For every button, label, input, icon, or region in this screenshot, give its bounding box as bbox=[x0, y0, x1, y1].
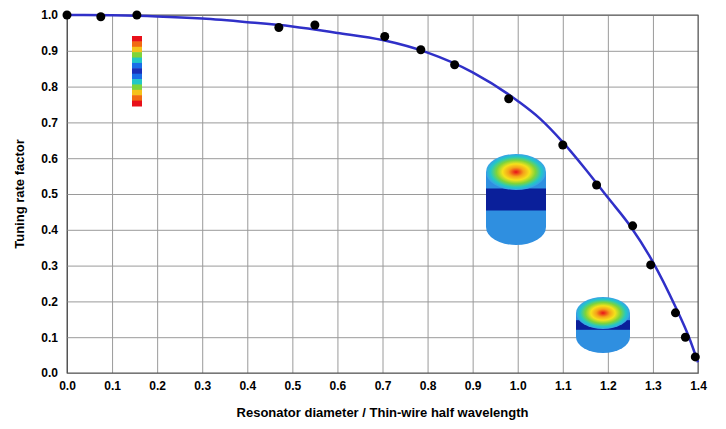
x-tick-label: 0.2 bbox=[149, 379, 166, 393]
y-tick: 0.5 bbox=[41, 187, 698, 201]
wire-stripe bbox=[132, 58, 142, 64]
x-tick-label: 1.3 bbox=[645, 379, 662, 393]
x-tick: 0.2 bbox=[149, 15, 166, 393]
plot-background bbox=[67, 15, 698, 373]
data-point bbox=[646, 260, 655, 269]
data-point bbox=[132, 11, 141, 20]
y-tick-label: 0.2 bbox=[41, 295, 58, 309]
data-point bbox=[274, 23, 283, 32]
x-tick-label: 0.8 bbox=[420, 379, 437, 393]
data-point bbox=[691, 352, 700, 361]
x-tick: 0.5 bbox=[285, 15, 302, 393]
y-axis: 0.0 0.1 0.2 0.3 0.4 0.5 0.6 0.7 0.8 0.9 1.0 bbox=[41, 8, 698, 380]
wire-stripe bbox=[132, 101, 142, 107]
y-grid-line bbox=[67, 230, 698, 231]
data-point bbox=[504, 94, 513, 103]
data-point bbox=[558, 140, 567, 149]
y-grid-line bbox=[67, 266, 698, 267]
y-tick: 0.7 bbox=[41, 116, 698, 130]
x-tick-label: 0.0 bbox=[59, 379, 76, 393]
y-grid-line bbox=[67, 51, 698, 52]
x-tick-label: 0.6 bbox=[330, 379, 347, 393]
wire-stripe bbox=[132, 74, 142, 80]
x-tick-label: 1.0 bbox=[510, 379, 527, 393]
data-point bbox=[628, 221, 637, 230]
wire-stripe bbox=[132, 47, 142, 53]
data-point bbox=[671, 308, 680, 317]
y-tick: 0.6 bbox=[41, 152, 698, 166]
x-tick-label: 1.1 bbox=[555, 379, 572, 393]
data-point bbox=[96, 12, 105, 21]
x-tick: 0.3 bbox=[194, 15, 211, 393]
y-tick-label: 0.7 bbox=[41, 116, 58, 130]
cylinder-top bbox=[486, 154, 546, 190]
x-tick: 1.4 bbox=[690, 15, 707, 393]
y-tick-label: 0.6 bbox=[41, 152, 58, 166]
plot: 0.0 0.1 0.2 0.3 0.4 0.5 0.6 0.7 0.8 0.9 1.0 1.1 1.2 1… bbox=[41, 8, 707, 392]
y-grid-line bbox=[67, 122, 698, 123]
wire-stripe bbox=[132, 52, 142, 58]
y-grid-line bbox=[67, 194, 698, 195]
y-axis-title: Tuning rate factor bbox=[12, 139, 27, 249]
data-point bbox=[450, 60, 459, 69]
y-tick: 0.4 bbox=[41, 223, 698, 237]
x-tick: 0.6 bbox=[330, 15, 347, 393]
resonator-cylinder bbox=[486, 154, 546, 245]
chart: 0.0 0.1 0.2 0.3 0.4 0.5 0.6 0.7 0.8 0.9 1.0 1.1 1.2 1… bbox=[0, 0, 726, 429]
x-tick-label: 0.7 bbox=[375, 379, 392, 393]
x-tick-label: 0.9 bbox=[465, 379, 482, 393]
x-tick: 1.1 bbox=[555, 15, 572, 393]
y-tick-label: 0.5 bbox=[41, 187, 58, 201]
x-tick-label: 0.1 bbox=[104, 379, 121, 393]
x-axis: 0.0 0.1 0.2 0.3 0.4 0.5 0.6 0.7 0.8 0.9 1.0 1.1 1.2 1… bbox=[59, 15, 707, 393]
y-tick: 0.3 bbox=[41, 259, 698, 273]
wire-stripe bbox=[132, 41, 142, 47]
wire-stripe bbox=[132, 84, 142, 90]
cylinder-top bbox=[576, 297, 630, 329]
wire-stripe bbox=[132, 36, 142, 42]
y-grid-line bbox=[67, 87, 698, 88]
data-point bbox=[310, 21, 319, 30]
wire-stripe bbox=[132, 95, 142, 101]
y-tick-label: 0.0 bbox=[41, 366, 58, 380]
data-layer bbox=[63, 11, 700, 363]
x-tick-label: 0.3 bbox=[194, 379, 211, 393]
y-tick-label: 0.9 bbox=[41, 44, 58, 58]
wire-stripe bbox=[132, 90, 142, 96]
cylinder-band bbox=[486, 189, 546, 211]
y-grid-line bbox=[67, 158, 698, 159]
y-tick-label: 0.1 bbox=[41, 331, 58, 345]
x-tick: 0.1 bbox=[104, 15, 121, 393]
data-point bbox=[592, 181, 601, 190]
x-tick: 1.3 bbox=[645, 15, 662, 393]
fit-curve bbox=[67, 15, 698, 362]
x-tick-label: 1.4 bbox=[690, 379, 707, 393]
resonator-insets bbox=[132, 36, 630, 353]
plot-frame bbox=[67, 15, 698, 373]
y-tick-label: 0.4 bbox=[41, 223, 58, 237]
wire-stripe bbox=[132, 79, 142, 85]
x-tick: 0.8 bbox=[420, 15, 437, 393]
data-point bbox=[681, 333, 690, 342]
x-tick: 0.4 bbox=[239, 15, 256, 393]
data-point bbox=[380, 32, 389, 41]
x-tick-label: 0.4 bbox=[239, 379, 256, 393]
y-tick-label: 0.8 bbox=[41, 80, 58, 94]
y-tick-label: 0.3 bbox=[41, 259, 58, 273]
x-tick-label: 1.2 bbox=[600, 379, 617, 393]
resonator-cylinder bbox=[576, 297, 630, 353]
x-axis-title: Resonator diameter / Thin-wire half wave… bbox=[237, 405, 529, 420]
wire-stripe bbox=[132, 63, 142, 69]
data-point bbox=[416, 45, 425, 54]
x-tick: 0.7 bbox=[375, 15, 392, 393]
y-tick-label: 1.0 bbox=[41, 8, 58, 22]
wire-stripe bbox=[132, 68, 142, 74]
x-tick-label: 0.5 bbox=[285, 379, 302, 393]
data-point bbox=[63, 11, 72, 20]
x-tick: 0.0 bbox=[59, 15, 76, 393]
